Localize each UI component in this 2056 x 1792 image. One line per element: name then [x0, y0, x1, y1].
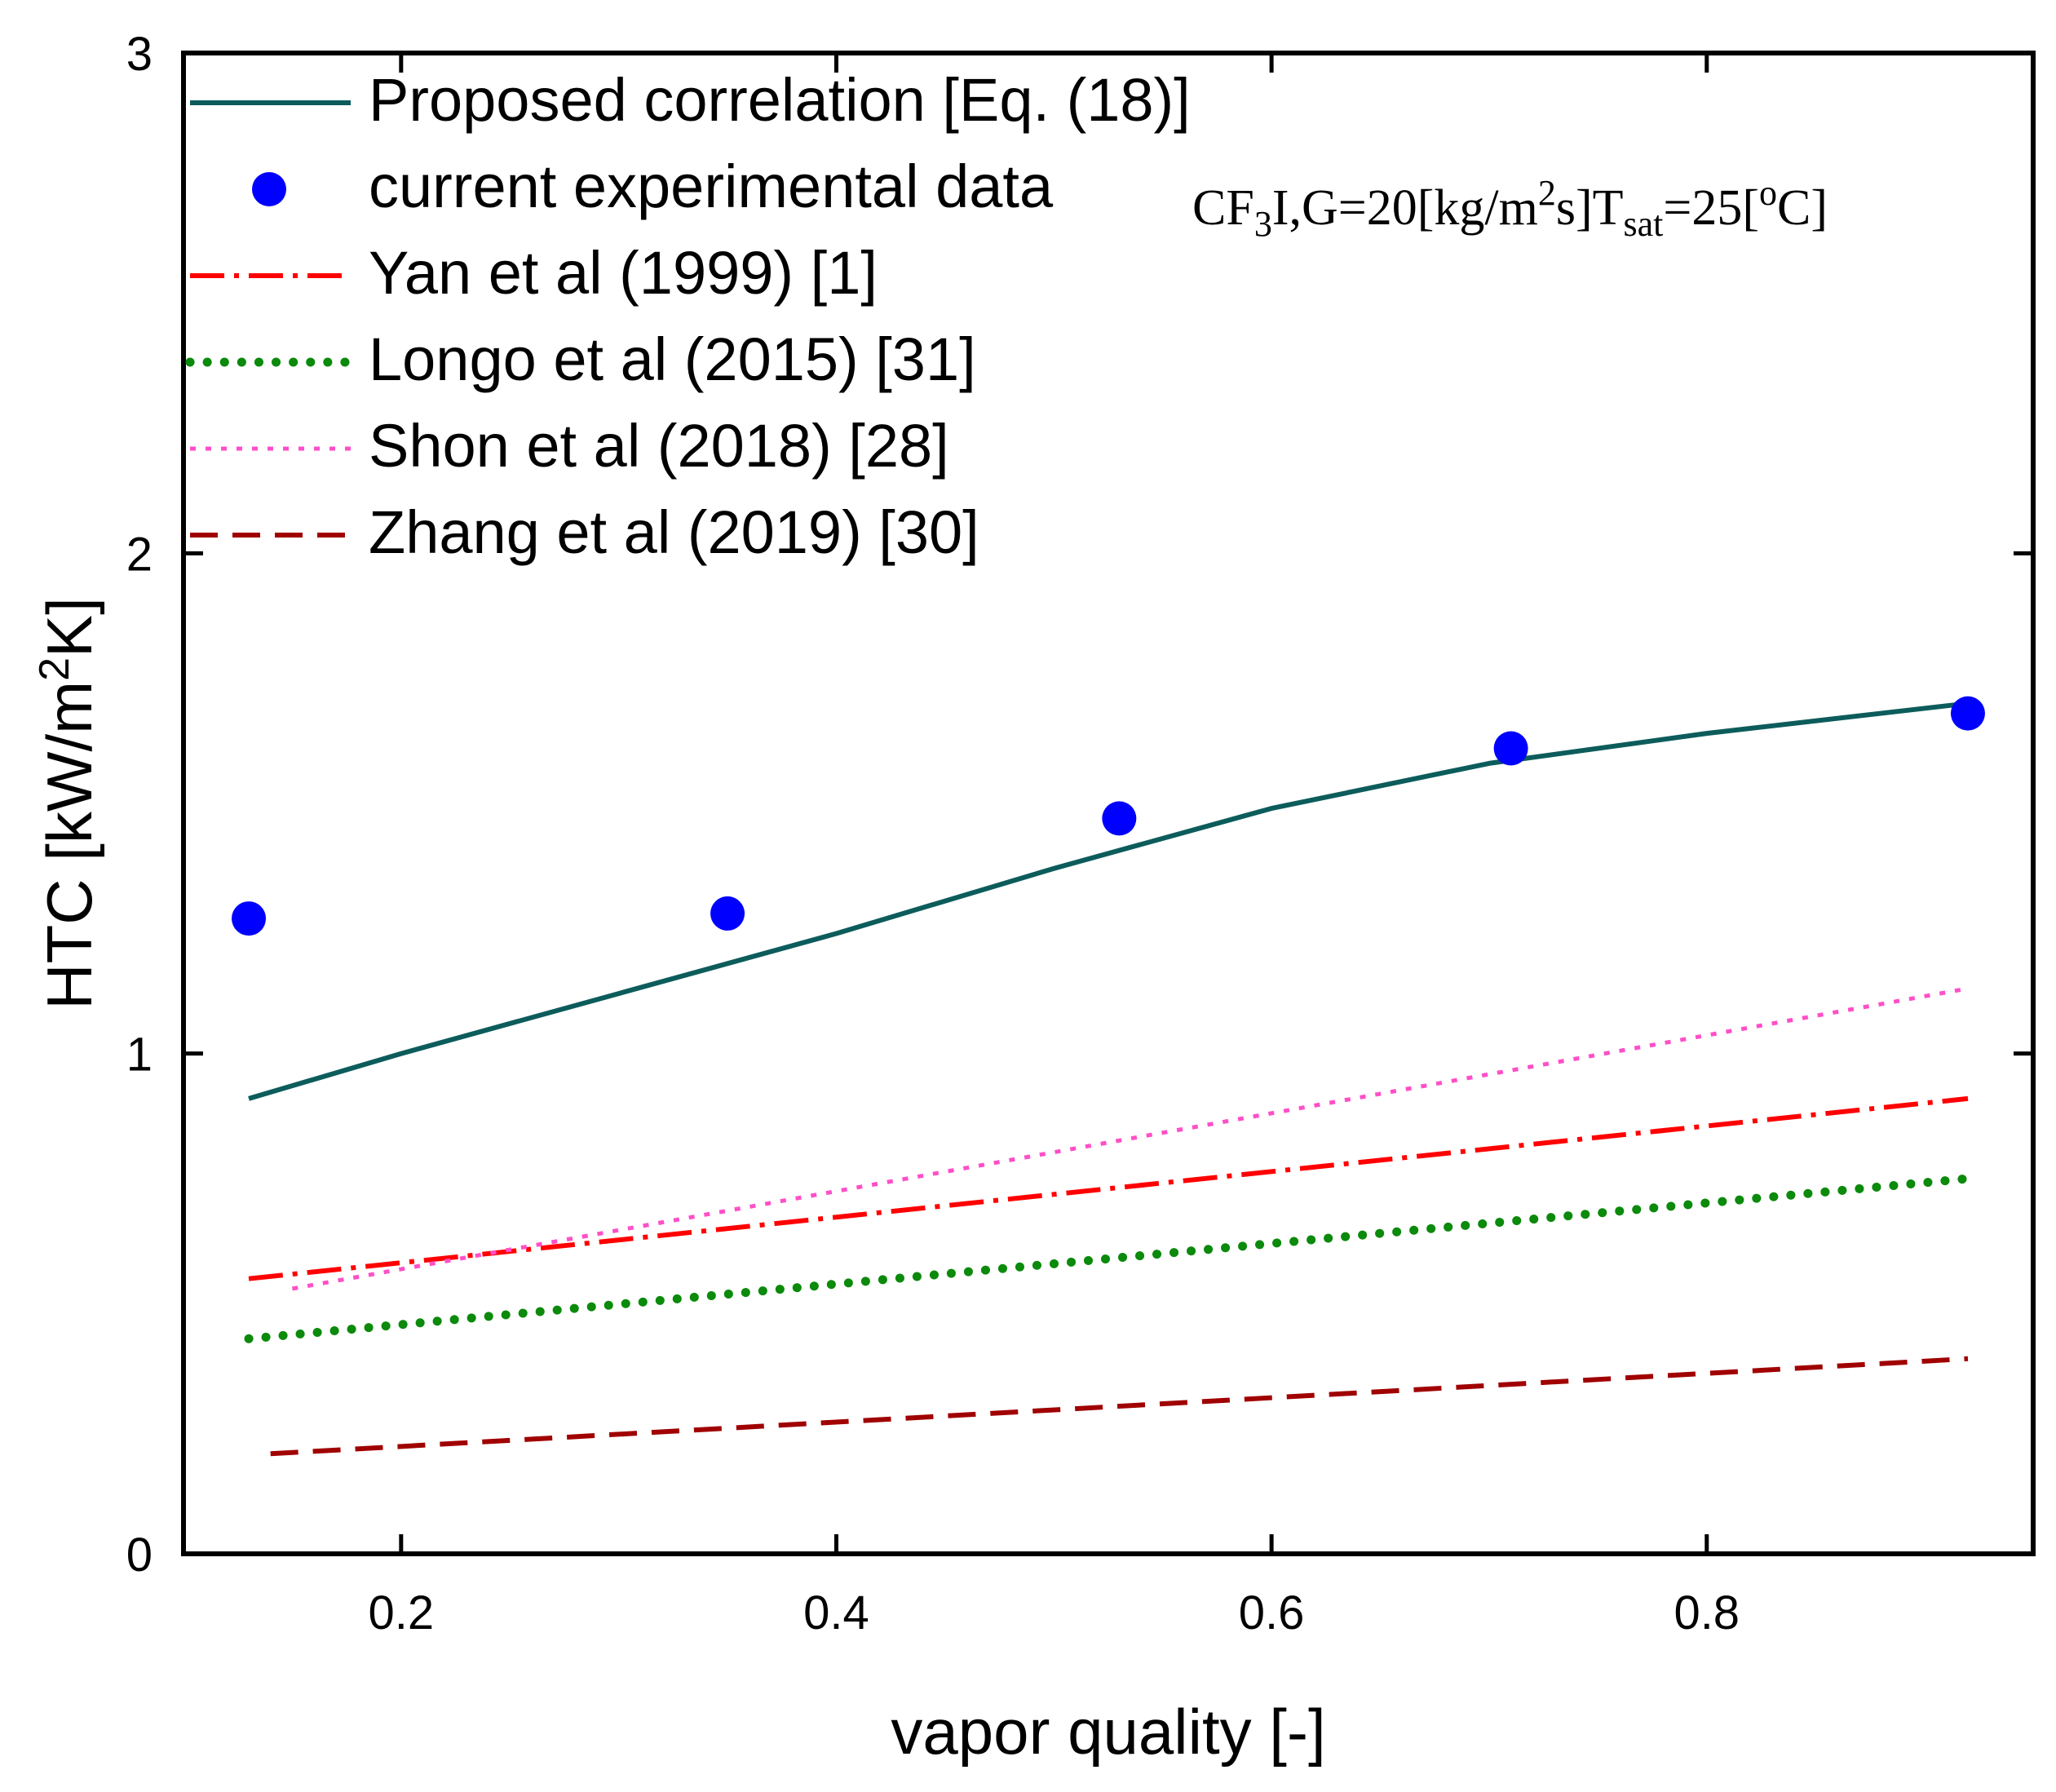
legend-label: Proposed correlation [Eq. (18)]: [369, 66, 1191, 134]
legend-label: Longo et al (2015) [31]: [369, 325, 976, 393]
series-line-longo-et-al-2015-31: [244, 1174, 1973, 1343]
x-axis-title: vapor quality [-]: [891, 1696, 1325, 1768]
annotation-part: C]: [1777, 180, 1828, 236]
series-line-proposed-correlation-eq-18: [248, 701, 1969, 1101]
legend-label: Zhang et al (2019) [30]: [369, 498, 979, 566]
annotation-part: I,G=20[kg/m: [1272, 180, 1538, 236]
annotation-part: sat: [1623, 204, 1663, 244]
ticks-layer: 0.2 0.4 0.6 0.8 0 1 2 3: [126, 28, 2033, 1639]
annotation-part: CF: [1192, 180, 1254, 236]
y-tick-label: 1: [126, 1029, 153, 1082]
y-axis-title: HTC [kW/m2K]: [31, 597, 105, 1010]
series-line-shon-et-al-2018-28: [291, 986, 1969, 1291]
x-tick-label: 0.8: [1674, 1586, 1740, 1639]
data-point: [1102, 801, 1137, 836]
legend-label: Yan et al (1999) [1]: [369, 239, 878, 307]
y-tick-label: 0: [126, 1529, 153, 1582]
condition-annotation: CF3I,G=20[kg/m2s]Tsat=25[oC]: [1192, 173, 1828, 244]
series-line-zhang-et-al-2019-30: [270, 1356, 1969, 1457]
annotation-part: =25[: [1663, 180, 1759, 236]
y-axis-title-end: K]: [33, 597, 105, 657]
legend-label: Shon et al (2018) [28]: [369, 412, 949, 480]
legend: Proposed correlation [Eq. (18)] current e…: [185, 66, 1191, 566]
x-tick-label: 0.4: [803, 1586, 869, 1639]
data-point: [232, 901, 267, 936]
y-tick-label: 3: [126, 28, 153, 81]
series-layer: [232, 696, 1985, 1457]
y-tick-label: 2: [126, 528, 153, 581]
annotation-part: o: [1759, 173, 1777, 213]
series-line-yan-et-al-1999-1: [248, 1095, 1969, 1281]
series-current-experimental-data: [232, 696, 1985, 936]
x-tick-label: 0.6: [1239, 1586, 1305, 1639]
data-point: [1950, 696, 1985, 731]
x-tick-label: 0.2: [369, 1586, 435, 1639]
y-axis-title-sup: 2: [31, 657, 78, 681]
data-point: [1493, 731, 1528, 766]
data-point: [710, 896, 745, 931]
legend-label: current experimental data: [369, 153, 1054, 220]
annotation-part: 2: [1538, 173, 1556, 213]
annotation-part: s]T: [1556, 180, 1624, 236]
legend-marker: [252, 172, 286, 206]
annotation-part: 3: [1254, 204, 1272, 244]
y-axis-title-main: HTC [kW/m: [33, 681, 105, 1010]
plot-frame: [181, 51, 2036, 1556]
